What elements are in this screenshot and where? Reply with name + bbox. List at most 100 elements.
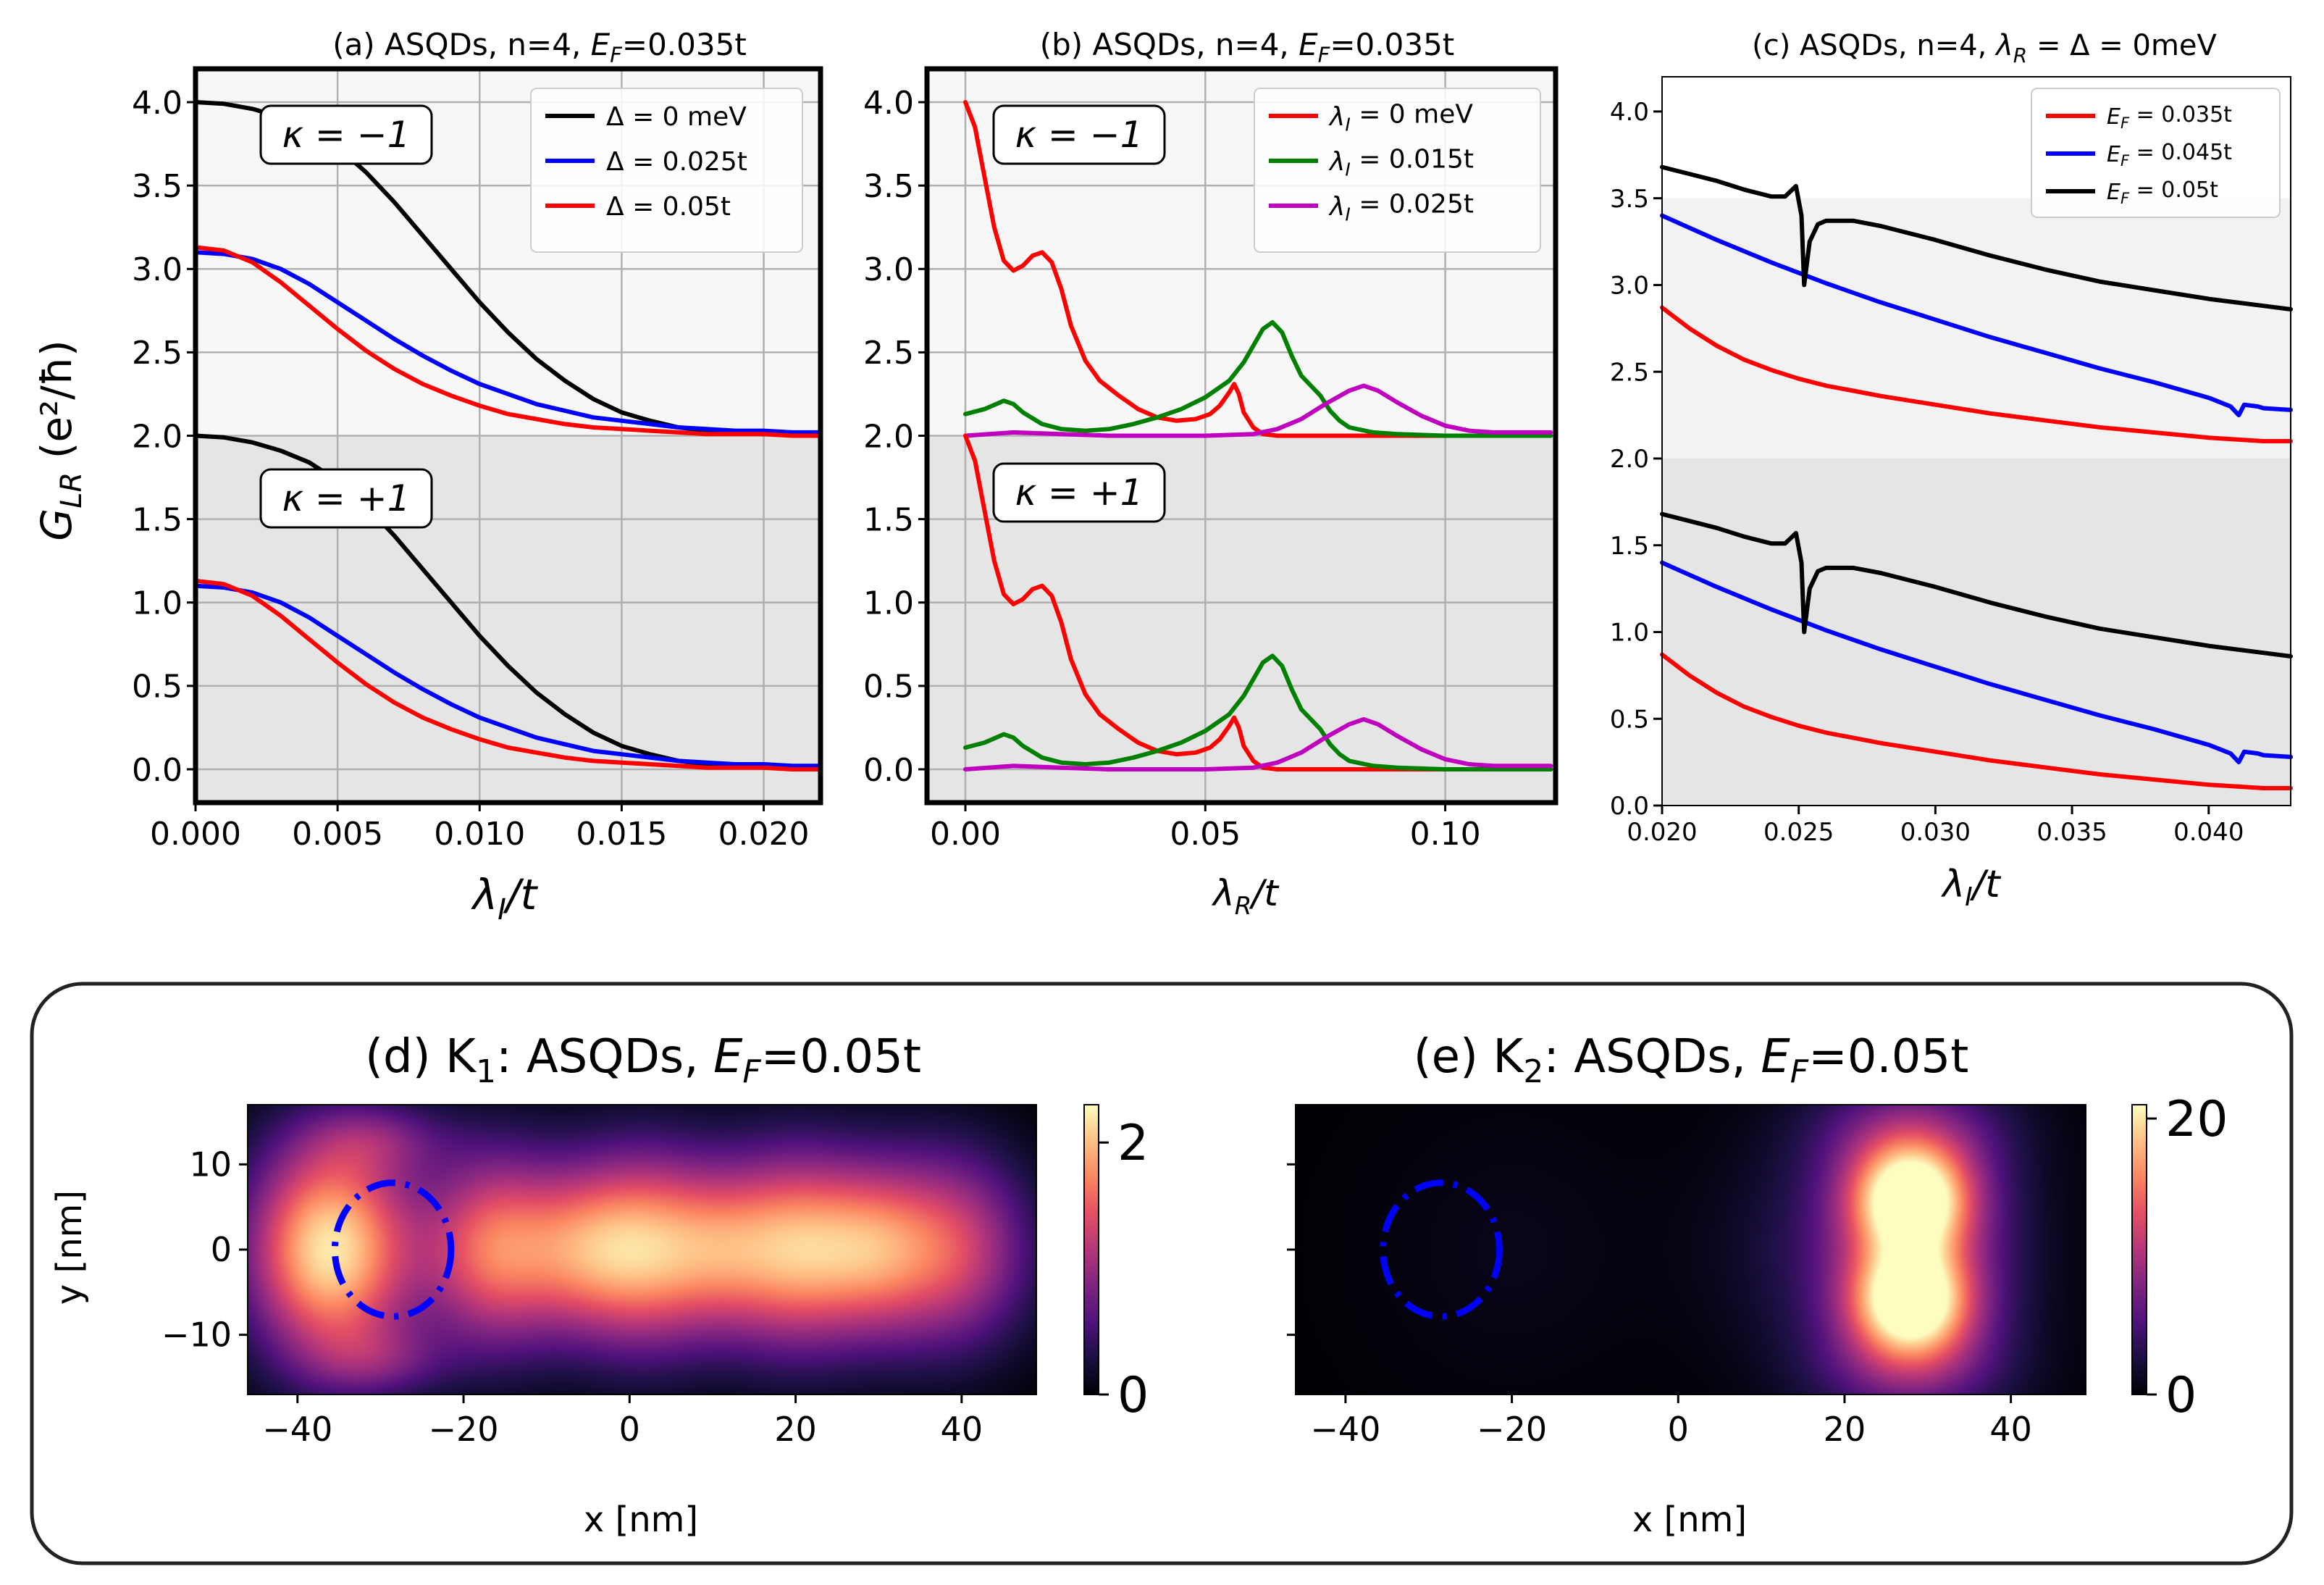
y-tick-label: 0.5 — [1610, 705, 1649, 734]
y-tick-label: 2.0 — [863, 418, 914, 455]
panel-c-title: (c) ASQDs, n=4, λR = Δ = 0meV — [1752, 29, 2217, 67]
y-tick-label: 0.5 — [132, 669, 183, 706]
x-tick-label: 0.005 — [292, 816, 383, 853]
series-line-2 — [963, 319, 1553, 438]
series-line-3 — [193, 245, 823, 438]
panel-d-y-ticks: −10 0 10 — [161, 1145, 248, 1355]
panel-a-x-label: λI/t — [471, 870, 539, 927]
kappa-minus-box-b: κ = −1 — [992, 104, 1166, 165]
x-tick-label: 40 — [941, 1410, 983, 1449]
panel-c: 0.020 0.025 0.030 0.035 0.040 0.0 0.5 1.0 1.5 2.… — [1610, 29, 2293, 912]
series-line-1 — [1660, 305, 2293, 443]
panel-d-x-label: x [nm] — [584, 1500, 698, 1540]
x-tick-label: 0 — [619, 1410, 640, 1449]
panel-d-x-ticks: −40 −20 0 20 40 — [262, 1394, 983, 1449]
series-line-6 — [963, 716, 1553, 771]
legend-box — [530, 88, 803, 253]
series-line-6 — [1660, 511, 2293, 658]
y-tick-label: 4.0 — [1610, 98, 1649, 127]
x-tick-label: −20 — [429, 1410, 499, 1449]
panel-a-x-ticks: 0.000 0.005 0.010 0.015 0.020 — [150, 803, 810, 853]
y-tick-label: 2.5 — [1610, 358, 1649, 387]
panel-c-x-label: λI/t — [1940, 863, 2001, 912]
y-tick-label: 0.0 — [863, 752, 914, 789]
panel-d-y-label: y [nm] — [49, 1190, 90, 1305]
legend-label: λI = 0.025t — [1328, 190, 1474, 225]
series-line-1 — [963, 100, 1553, 438]
svg-text:κ = +1: κ = +1 — [1015, 472, 1144, 514]
quantum-dot-circle — [1380, 1179, 1503, 1320]
series-line-3 — [1660, 164, 2293, 311]
panel-c-x-ticks: 0.020 0.025 0.030 0.035 0.040 — [1627, 806, 2244, 847]
x-tick-label: −40 — [1310, 1410, 1380, 1449]
panel-d: (d) K1: ASQDs, EF=0.05t −40 −20 0 20 40 −100… — [49, 1030, 1149, 1540]
colorbar-gradient — [2131, 1104, 2147, 1395]
series-line-2 — [193, 250, 823, 435]
y-tick-label: 3.5 — [863, 168, 914, 205]
y-tick-label: 2.5 — [132, 335, 183, 372]
x-tick-label: 0.020 — [1627, 818, 1697, 847]
y-tick-label: 0.0 — [132, 752, 183, 789]
x-tick-label: −40 — [262, 1410, 332, 1449]
x-tick-label: 0.030 — [1900, 818, 1971, 847]
series-line-5 — [1660, 560, 2293, 765]
panel-d-heatmap-container — [248, 1105, 1036, 1394]
svg-text:κ = −1: κ = −1 — [282, 114, 411, 156]
x-tick-label: 0 — [1668, 1410, 1689, 1449]
y-tick-label: 0.0 — [1610, 792, 1649, 821]
panel-d-title: (d) K1: ASQDs, EF=0.05t — [365, 1030, 921, 1090]
panel-b-y-ticks: 0.0 0.5 1.0 1.5 2.0 2.5 3.0 3.5 4.0 — [863, 85, 927, 789]
legend-label: EF = 0.05t — [2107, 177, 2218, 207]
y-tick-label: 3.5 — [132, 168, 183, 205]
x-tick-label: 20 — [774, 1410, 817, 1449]
legend-label: Δ = 0 meV — [606, 102, 747, 132]
panel-b: 0.00 0.05 0.10 0.0 0.5 1.0 1.5 2.0 2.5 3.0 3.5 4.0… — [863, 27, 1559, 921]
panel-b-title: (b) ASQDs, n=4, EF=0.035t — [1040, 27, 1455, 67]
panel-e: (e) K2: ASQDs, EF=0.05t −40 −20 0 20 40 x [n… — [1287, 1030, 2228, 1540]
panel-a-y-ticks: 0.0 0.5 1.0 1.5 2.0 2.5 3.0 3.5 4.0 — [132, 85, 196, 789]
colorbar-tick-label: 2 — [1117, 1115, 1149, 1172]
y-tick-label: 1.5 — [1610, 532, 1649, 561]
colorbar-tick-label: 20 — [2165, 1091, 2228, 1148]
legend-label: Δ = 0.05t — [606, 192, 731, 222]
x-tick-label: 0.025 — [1763, 818, 1834, 847]
y-tick-label: 3.0 — [132, 251, 183, 288]
quantum-dot-circle — [331, 1179, 455, 1320]
x-tick-label: 20 — [1824, 1410, 1866, 1449]
kappa-plus-box-a: κ = +1 — [259, 468, 433, 529]
legend-label: λI = 0.015t — [1328, 145, 1474, 180]
y-tick-label: 1.0 — [1610, 619, 1649, 648]
x-tick-label: 0.020 — [718, 816, 810, 853]
legend-label: λI = 0 meV — [1328, 100, 1473, 135]
y-tick-label: 0 — [211, 1230, 232, 1269]
svg-text:κ = +1: κ = +1 — [282, 477, 411, 519]
x-tick-label: −20 — [1477, 1410, 1547, 1449]
panel-c-series — [1660, 164, 2293, 790]
x-tick-label: 0.015 — [576, 816, 667, 853]
legend-label: EF = 0.045t — [2107, 140, 2232, 170]
y-tick-label: 1.5 — [132, 501, 183, 538]
y-tick-label: 3.0 — [863, 251, 914, 288]
panel-e-heatmap — [1296, 1105, 2086, 1394]
x-tick-label: 0.035 — [2036, 818, 2107, 847]
y-tick-label: 2.0 — [1610, 445, 1649, 474]
y-tick-label: 0.5 — [863, 669, 914, 706]
series-line-3 — [963, 383, 1553, 438]
panel-c-y-ticks: 0.0 0.5 1.0 1.5 2.0 2.5 3.0 3.5 4.0 — [1610, 98, 1662, 821]
shared-y-axis-label: GLR (e²/ħ) — [32, 340, 88, 541]
panel-a: 0.000 0.005 0.010 0.015 0.020 0.0 0.5 1.0 1.5 2.… — [132, 27, 823, 927]
panel-e-title: (e) K2: ASQDs, EF=0.05t — [1414, 1030, 1969, 1090]
y-tick-label: 1.0 — [863, 585, 914, 622]
panel-d-colorbar: 02 — [1083, 1104, 1149, 1424]
x-tick-label: 0.010 — [434, 816, 525, 853]
series-line-4 — [1660, 652, 2293, 790]
x-tick-label: 0.05 — [1170, 816, 1241, 853]
legend-box — [2031, 88, 2281, 218]
panel-a-title: (a) ASQDs, n=4, EF=0.035t — [332, 27, 747, 67]
legend-label: EF = 0.035t — [2107, 102, 2232, 132]
series-line-5 — [963, 653, 1553, 771]
panel-d-heatmap — [248, 1105, 1036, 1394]
panel-b-legend: λI = 0 meV λI = 0.015t λI = 0.025t — [1254, 88, 1541, 253]
panel-e-x-ticks: −40 −20 0 20 40 — [1310, 1394, 2032, 1449]
x-tick-label: 0.10 — [1410, 816, 1481, 853]
